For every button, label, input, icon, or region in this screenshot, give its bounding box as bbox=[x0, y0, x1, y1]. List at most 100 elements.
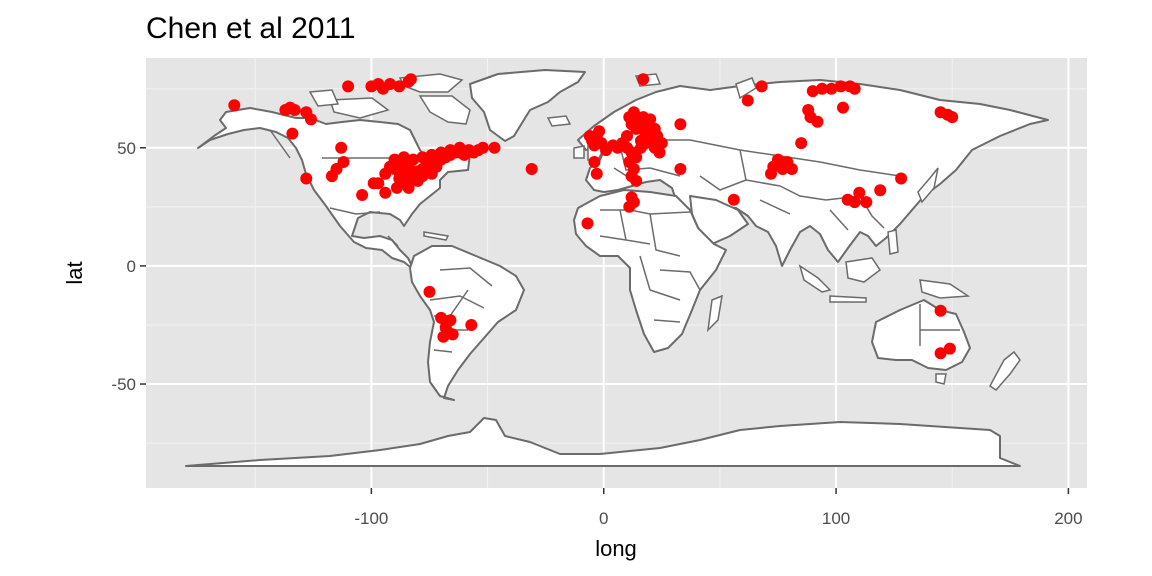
island-cuba bbox=[423, 231, 450, 241]
data-point bbox=[837, 101, 849, 114]
data-point bbox=[404, 73, 417, 86]
data-point bbox=[379, 186, 392, 199]
data-point bbox=[288, 104, 301, 116]
island-banks bbox=[308, 89, 340, 107]
data-point bbox=[465, 319, 478, 331]
borders-africa bbox=[599, 209, 701, 323]
data-point bbox=[648, 122, 661, 135]
plot-title: Chen et al 2011 bbox=[146, 12, 356, 45]
data-point bbox=[802, 104, 815, 116]
data-point bbox=[772, 153, 784, 166]
data-point bbox=[305, 113, 317, 126]
x-axis-title: long bbox=[595, 536, 637, 561]
y-tick-label: 0 bbox=[127, 257, 136, 276]
landmass-greenland bbox=[469, 69, 586, 142]
data-point bbox=[943, 342, 956, 355]
data-point bbox=[674, 118, 687, 131]
data-point bbox=[860, 196, 873, 209]
data-point bbox=[755, 80, 768, 93]
data-point bbox=[435, 146, 448, 159]
data-point bbox=[765, 167, 777, 180]
data-point bbox=[437, 330, 450, 343]
data-point bbox=[593, 125, 606, 138]
data-point bbox=[848, 196, 861, 209]
data-point bbox=[853, 186, 866, 199]
data-point bbox=[416, 151, 429, 164]
island-madagascar bbox=[706, 294, 723, 333]
data-point bbox=[806, 85, 819, 98]
borders-asia bbox=[689, 139, 901, 231]
data-point bbox=[435, 311, 448, 324]
x-tick-labels: -100 0 100 200 bbox=[354, 509, 1082, 528]
data-point bbox=[444, 314, 457, 327]
data-point bbox=[785, 163, 798, 175]
island-japan bbox=[917, 167, 939, 204]
data-point bbox=[402, 181, 415, 194]
data-point bbox=[588, 139, 601, 152]
data-point bbox=[674, 163, 687, 175]
data-point bbox=[393, 80, 406, 93]
data-point bbox=[384, 78, 396, 90]
island-java bbox=[829, 295, 867, 303]
data-point bbox=[581, 217, 594, 230]
data-point bbox=[330, 163, 343, 175]
landmass-north-america bbox=[197, 107, 471, 271]
data-point bbox=[795, 137, 808, 150]
data-point bbox=[342, 80, 355, 93]
data-point bbox=[425, 148, 438, 161]
island-new-zealand bbox=[989, 350, 1021, 391]
data-point bbox=[423, 285, 436, 298]
data-point bbox=[637, 73, 650, 86]
data-point bbox=[834, 80, 847, 93]
data-point bbox=[228, 99, 241, 112]
island-iceland bbox=[546, 115, 572, 127]
data-point bbox=[390, 181, 403, 194]
data-point bbox=[444, 144, 457, 157]
data-point bbox=[388, 153, 401, 166]
island-sumatra bbox=[798, 264, 832, 293]
data-point bbox=[639, 127, 652, 140]
data-point bbox=[644, 113, 657, 126]
x-tick-label: 100 bbox=[822, 509, 850, 528]
x-tick-label: 200 bbox=[1054, 509, 1082, 528]
island-victoria bbox=[328, 97, 390, 119]
data-point bbox=[430, 160, 443, 173]
y-axis-title: lat bbox=[62, 261, 87, 284]
data-point bbox=[407, 153, 420, 166]
data-point bbox=[874, 184, 887, 197]
data-point bbox=[621, 130, 633, 142]
data-point bbox=[934, 304, 947, 317]
data-point bbox=[286, 127, 299, 140]
data-point bbox=[588, 156, 601, 168]
axis-ticks bbox=[140, 147, 1070, 494]
data-point bbox=[335, 141, 348, 154]
data-point bbox=[816, 82, 829, 95]
island-ireland bbox=[573, 145, 585, 159]
data-point bbox=[300, 172, 313, 185]
data-point bbox=[848, 82, 861, 95]
data-point bbox=[625, 191, 638, 204]
landmass-antarctica bbox=[185, 417, 1021, 467]
data-point bbox=[372, 177, 385, 190]
island-tasmania bbox=[935, 373, 947, 385]
y-tick-labels: -50 0 50 bbox=[111, 139, 136, 394]
data-point bbox=[946, 111, 959, 124]
data-point bbox=[895, 172, 908, 185]
island-baffin bbox=[418, 95, 471, 125]
data-point bbox=[727, 193, 740, 206]
landmass-africa bbox=[573, 189, 727, 353]
data-point bbox=[525, 163, 538, 175]
data-point bbox=[453, 141, 466, 154]
world-map bbox=[185, 69, 1049, 467]
data-point bbox=[825, 82, 838, 95]
data-point bbox=[356, 189, 369, 201]
borders-australia bbox=[919, 304, 960, 346]
data-point bbox=[653, 146, 666, 159]
borders-north-america bbox=[269, 129, 432, 247]
data-point bbox=[590, 167, 603, 180]
island-new-guinea bbox=[919, 279, 971, 299]
data-point bbox=[476, 141, 489, 154]
island-borneo bbox=[845, 257, 882, 283]
